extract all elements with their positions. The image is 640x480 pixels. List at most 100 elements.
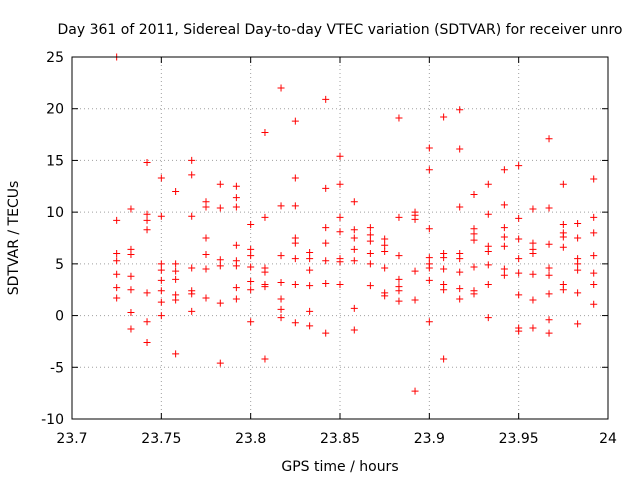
data-point [395, 287, 403, 295]
data-point [216, 180, 224, 188]
data-point [411, 267, 419, 275]
data-point [574, 320, 582, 328]
data-point [425, 264, 433, 272]
data-point [336, 213, 344, 221]
data-point [188, 171, 196, 179]
data-point [515, 291, 523, 299]
data-point [366, 282, 374, 290]
data-point [172, 275, 180, 283]
data-point [350, 326, 358, 334]
data-point [261, 268, 269, 276]
grid-lines [72, 57, 608, 419]
data-point [322, 95, 330, 103]
data-point [559, 233, 567, 241]
data-point [545, 264, 553, 272]
data-point [247, 277, 255, 285]
data-point [545, 316, 553, 324]
data-point [172, 267, 180, 275]
data-point [574, 220, 582, 228]
data-point [515, 235, 523, 243]
data-point [232, 241, 240, 249]
data-point [366, 237, 374, 245]
x-tick-label: 23.75 [141, 431, 181, 447]
data-point [559, 221, 567, 229]
data-point [470, 236, 478, 244]
y-tick-label: 0 [55, 309, 64, 325]
data-point [395, 213, 403, 221]
data-point [590, 269, 598, 277]
data-point [247, 318, 255, 326]
data-point [127, 325, 135, 333]
data-point [381, 241, 389, 249]
y-tick-label: -5 [50, 360, 64, 376]
data-point [590, 281, 598, 289]
data-points [113, 53, 598, 395]
data-point [515, 162, 523, 170]
x-tick-label: 23.9 [414, 431, 445, 447]
data-point [322, 224, 330, 232]
data-point [559, 180, 567, 188]
data-point [188, 212, 196, 220]
data-point [291, 239, 299, 247]
data-point [440, 254, 448, 262]
y-tick-label: 20 [46, 102, 64, 118]
data-point [515, 327, 523, 335]
data-point [484, 281, 492, 289]
data-point [232, 203, 240, 211]
data-point [143, 318, 151, 326]
data-point [350, 234, 358, 242]
data-point [529, 250, 537, 258]
data-point [515, 255, 523, 263]
data-point [247, 286, 255, 294]
data-point [143, 216, 151, 224]
data-point [127, 286, 135, 294]
data-point [127, 251, 135, 259]
y-tick-label: -10 [41, 412, 64, 428]
data-point [277, 278, 285, 286]
data-point [277, 252, 285, 260]
data-point [232, 284, 240, 292]
data-point [216, 262, 224, 270]
data-point [306, 282, 314, 290]
data-point [306, 255, 314, 263]
data-point [232, 194, 240, 202]
data-point [559, 286, 567, 294]
data-point [277, 305, 285, 313]
data-point [529, 270, 537, 278]
data-point [143, 226, 151, 234]
data-point [247, 245, 255, 253]
data-point [277, 295, 285, 303]
data-point [247, 252, 255, 260]
data-point [559, 243, 567, 251]
data-point [202, 265, 210, 273]
data-point [113, 257, 121, 265]
x-tick-label: 23.95 [499, 431, 539, 447]
y-tick-label: 15 [46, 153, 64, 169]
data-point [322, 184, 330, 192]
data-point [456, 295, 464, 303]
data-point [411, 387, 419, 395]
data-point [590, 213, 598, 221]
data-point [291, 281, 299, 289]
data-point [306, 266, 314, 274]
data-point [545, 240, 553, 248]
data-point [440, 355, 448, 363]
data-point [336, 281, 344, 289]
data-point [574, 289, 582, 297]
data-point [188, 156, 196, 164]
data-point [395, 275, 403, 283]
data-point [574, 266, 582, 274]
data-point [291, 117, 299, 125]
data-point [127, 205, 135, 213]
data-point [590, 175, 598, 183]
data-point [113, 270, 121, 278]
data-point [425, 276, 433, 284]
data-point [484, 261, 492, 269]
data-point [277, 314, 285, 322]
data-point [395, 252, 403, 260]
data-point [425, 166, 433, 174]
data-point [322, 280, 330, 288]
data-point [172, 187, 180, 195]
data-point [247, 263, 255, 271]
data-point [277, 202, 285, 210]
